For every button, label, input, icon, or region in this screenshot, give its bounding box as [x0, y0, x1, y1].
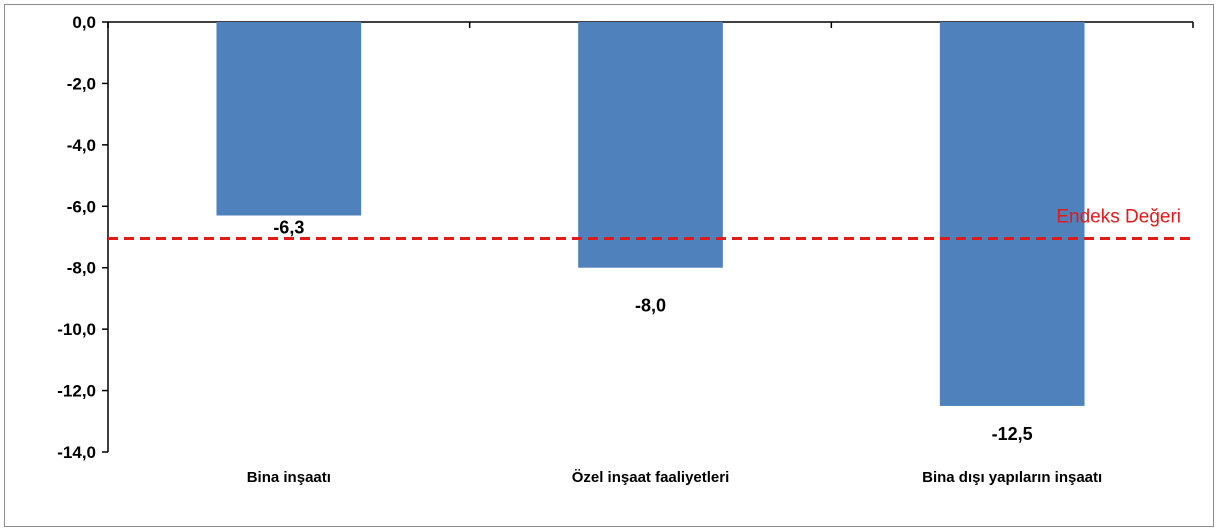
data-label: -6,3 — [273, 218, 304, 238]
category-label: Bina dışı yapıların inşaatı — [922, 469, 1102, 486]
y-tick-label: -12,0 — [57, 382, 96, 401]
category-label: Özel inşaat faaliyetleri — [572, 469, 730, 486]
y-tick-label: -2,0 — [67, 74, 96, 93]
data-label: -12,5 — [992, 424, 1033, 444]
bar — [578, 22, 723, 268]
y-ticks: 0,0 -2,0 -4,0 -6,0 -8,0 -10,0 -12,0 -14,0 — [57, 13, 108, 462]
reference-line-group: Endeks Değeri — [108, 207, 1193, 241]
bar — [939, 22, 1085, 406]
bars — [216, 22, 1085, 406]
y-tick-label: -6,0 — [67, 197, 96, 216]
y-tick-label: -8,0 — [67, 259, 96, 278]
y-tick-label: -10,0 — [57, 320, 96, 339]
data-labels: -6,3 -8,0 -12,5 — [273, 218, 1032, 444]
bar — [216, 22, 362, 216]
data-label: -8,0 — [635, 296, 666, 316]
y-tick-label: -14,0 — [57, 443, 96, 462]
category-labels: Bina inşaatı Özel inşaat faaliyetleri Bina… — [247, 469, 1102, 486]
y-tick-label: 0,0 — [72, 13, 96, 32]
category-label: Bina inşaatı — [247, 469, 331, 486]
x-ticks — [107, 22, 1194, 28]
y-tick-label: -4,0 — [67, 136, 96, 155]
reference-line-label: Endeks Değeri — [1056, 207, 1181, 228]
